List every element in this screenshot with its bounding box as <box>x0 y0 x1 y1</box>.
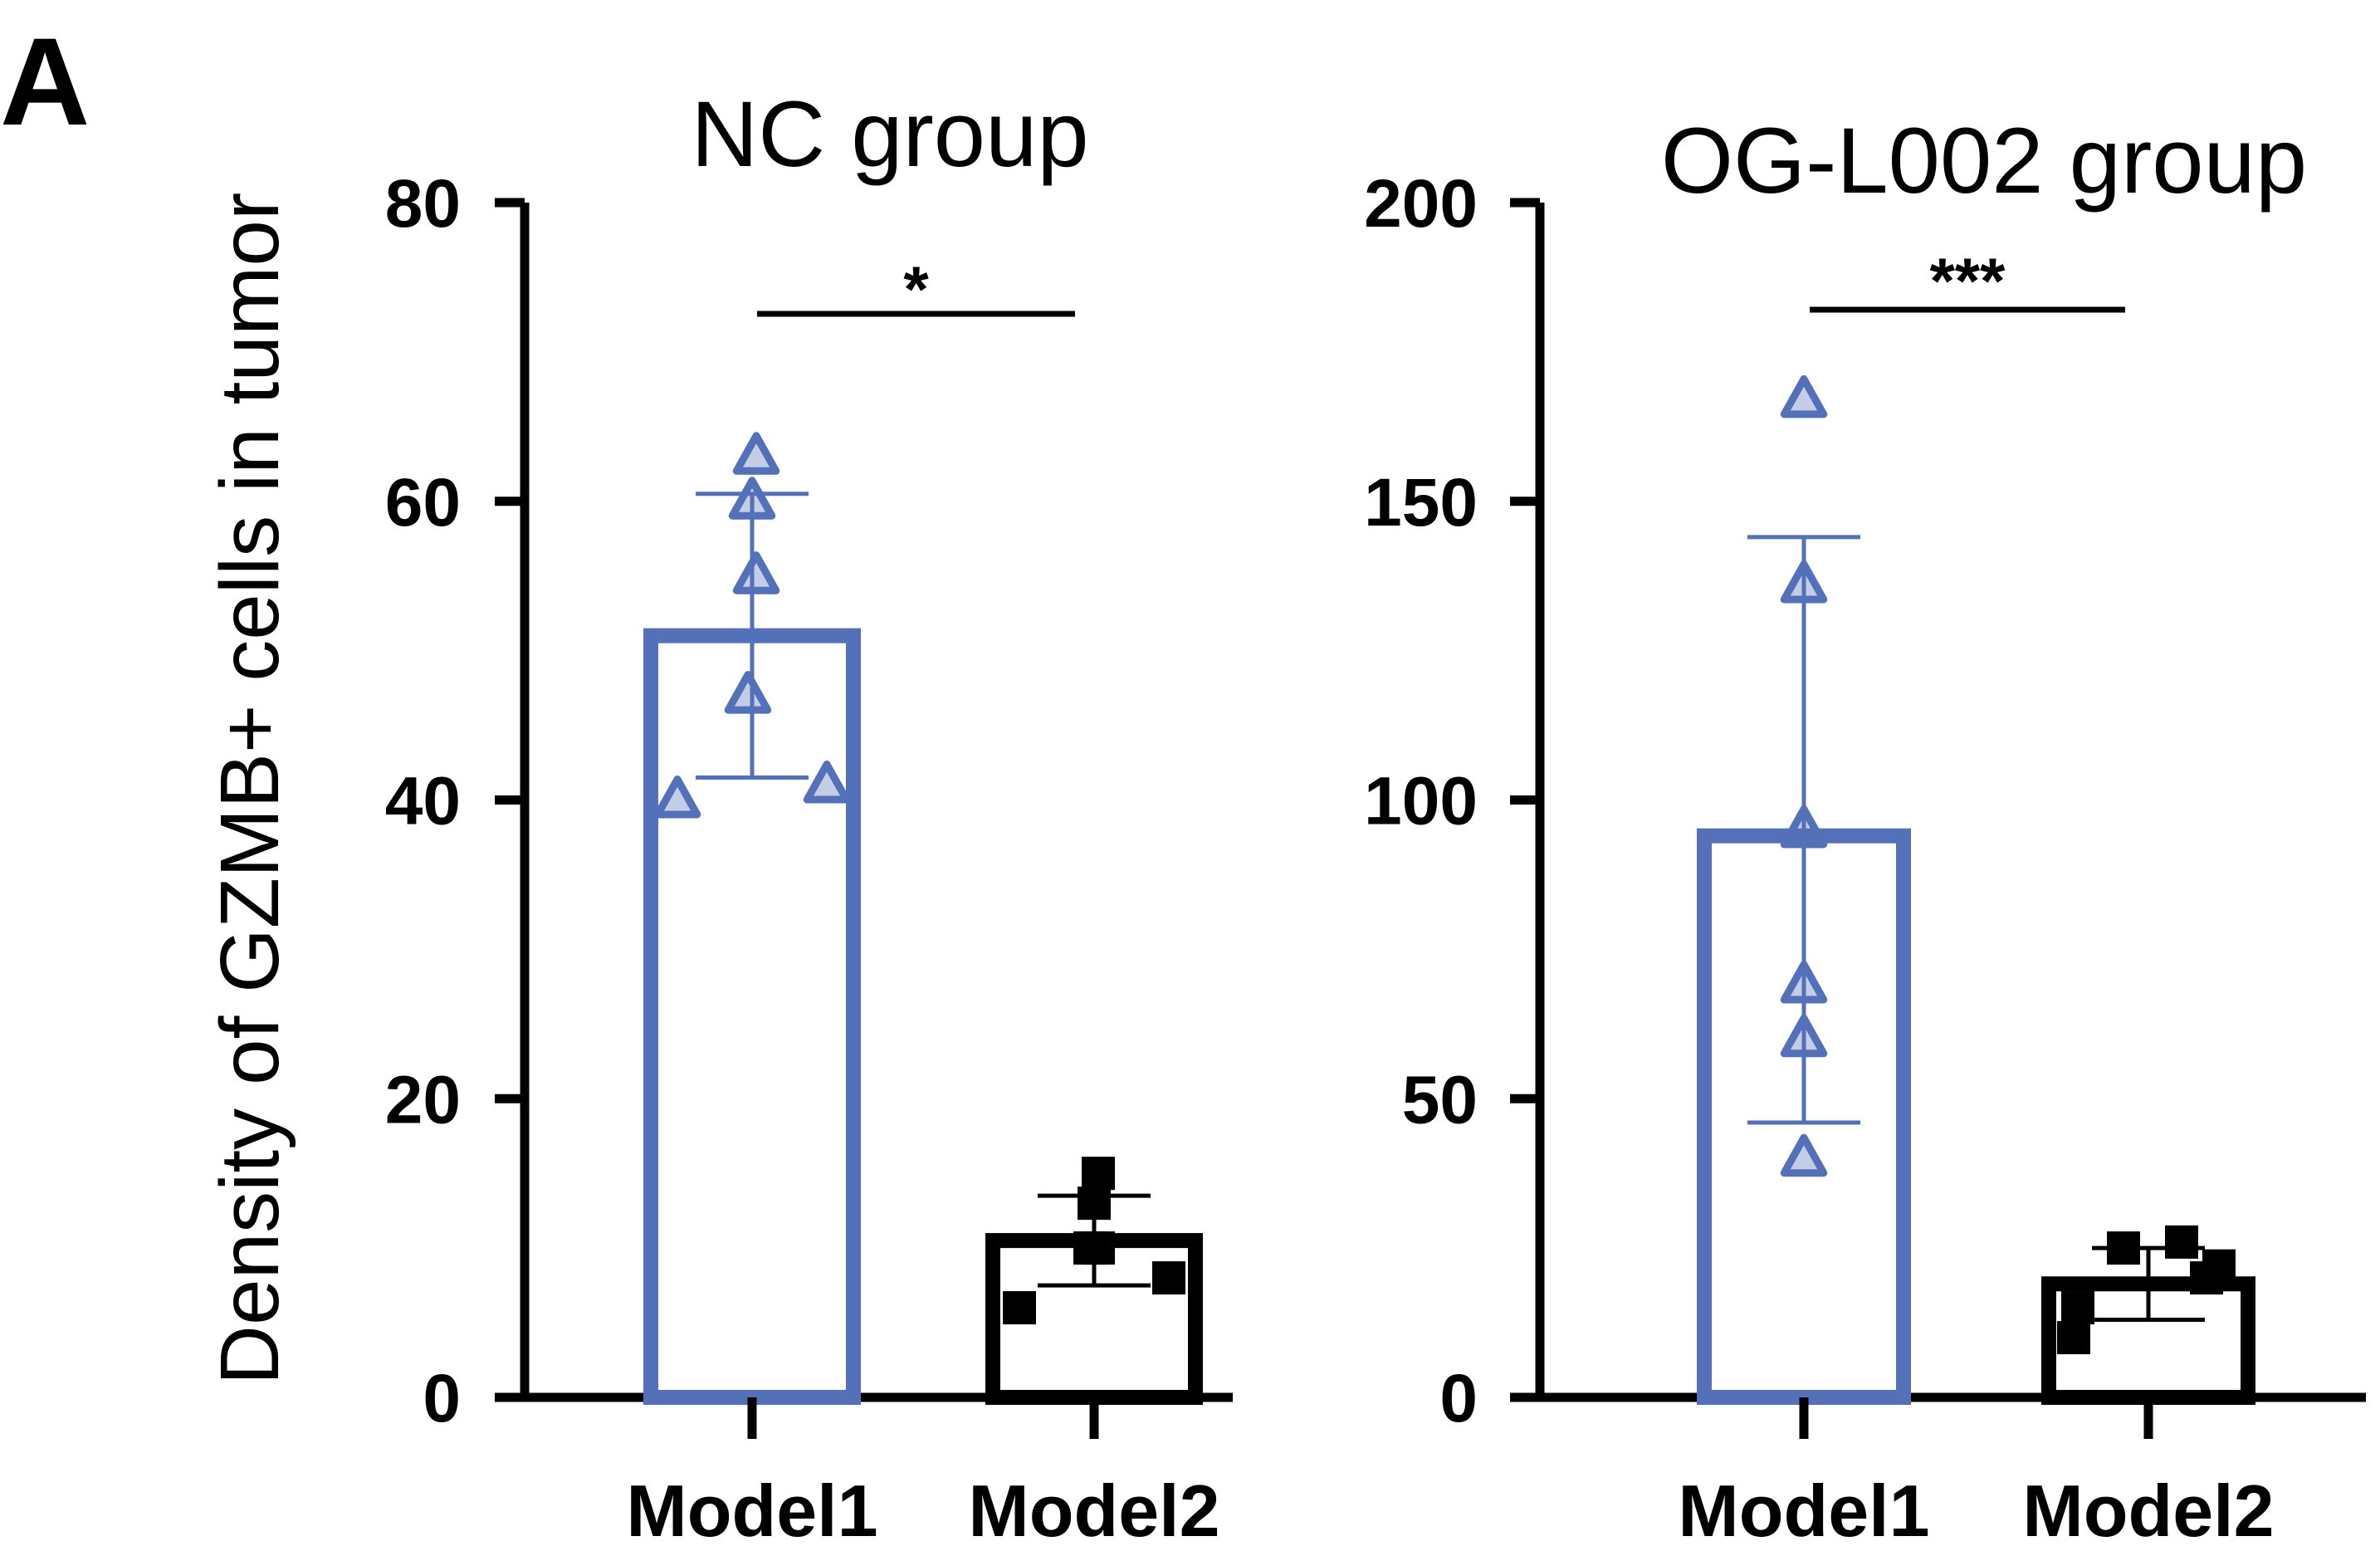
x-tick-label: Model2 <box>968 1470 1219 1546</box>
panel-label: A <box>0 12 90 151</box>
data-point <box>732 432 780 475</box>
data-point <box>2165 1225 2198 1259</box>
x-tick-label: Model1 <box>626 1470 877 1546</box>
y-tick-label: 150 <box>1364 465 1478 541</box>
data-point <box>653 775 701 819</box>
y-tick-label: 200 <box>1364 166 1478 242</box>
chart-nc-group: NC group 0 20 40 60 80 Model1 Model2 * <box>385 82 1233 1546</box>
chart-title: NC group <box>691 82 1088 186</box>
chart-og-l002-group: OG-L002 group 0 50 100 150 200 Model1 Model2 *** <box>1364 109 2366 1546</box>
y-tick-label: 0 <box>423 1361 461 1436</box>
data-point <box>1780 374 1828 418</box>
data-point <box>1078 1186 1111 1221</box>
significance-label: * <box>903 252 929 325</box>
y-tick-label: 0 <box>1439 1361 1478 1436</box>
data-point <box>724 671 772 714</box>
data-point <box>1082 1231 1115 1265</box>
data-point <box>803 761 851 804</box>
chart-title: OG-L002 group <box>1661 109 2307 213</box>
data-point <box>1152 1261 1185 1295</box>
data-point <box>1780 560 1828 604</box>
data-point <box>2202 1249 2236 1283</box>
significance-label: *** <box>1929 244 2006 317</box>
data-point <box>1003 1291 1036 1325</box>
data-point <box>728 477 776 520</box>
y-axis-label: Density of GZMB+ cells in tumor <box>203 193 296 1386</box>
data-point <box>732 551 780 594</box>
data-point <box>2107 1231 2140 1265</box>
x-tick-label: Model1 <box>1678 1470 1929 1546</box>
data-point <box>1780 1133 1828 1177</box>
data-point <box>2057 1321 2090 1355</box>
y-tick-label: 100 <box>1364 764 1478 839</box>
data-point <box>2061 1291 2094 1325</box>
y-tick-label: 20 <box>385 1062 461 1137</box>
x-tick-label: Model2 <box>2022 1470 2274 1546</box>
data-point <box>1780 805 1828 849</box>
y-tick-label: 40 <box>385 764 461 839</box>
y-tick-label: 60 <box>385 465 461 541</box>
data-point <box>1780 961 1828 1004</box>
data-point <box>1780 1014 1828 1058</box>
y-tick-label: 80 <box>385 166 461 242</box>
data-point <box>1082 1157 1115 1191</box>
y-tick-label: 50 <box>1402 1062 1478 1137</box>
